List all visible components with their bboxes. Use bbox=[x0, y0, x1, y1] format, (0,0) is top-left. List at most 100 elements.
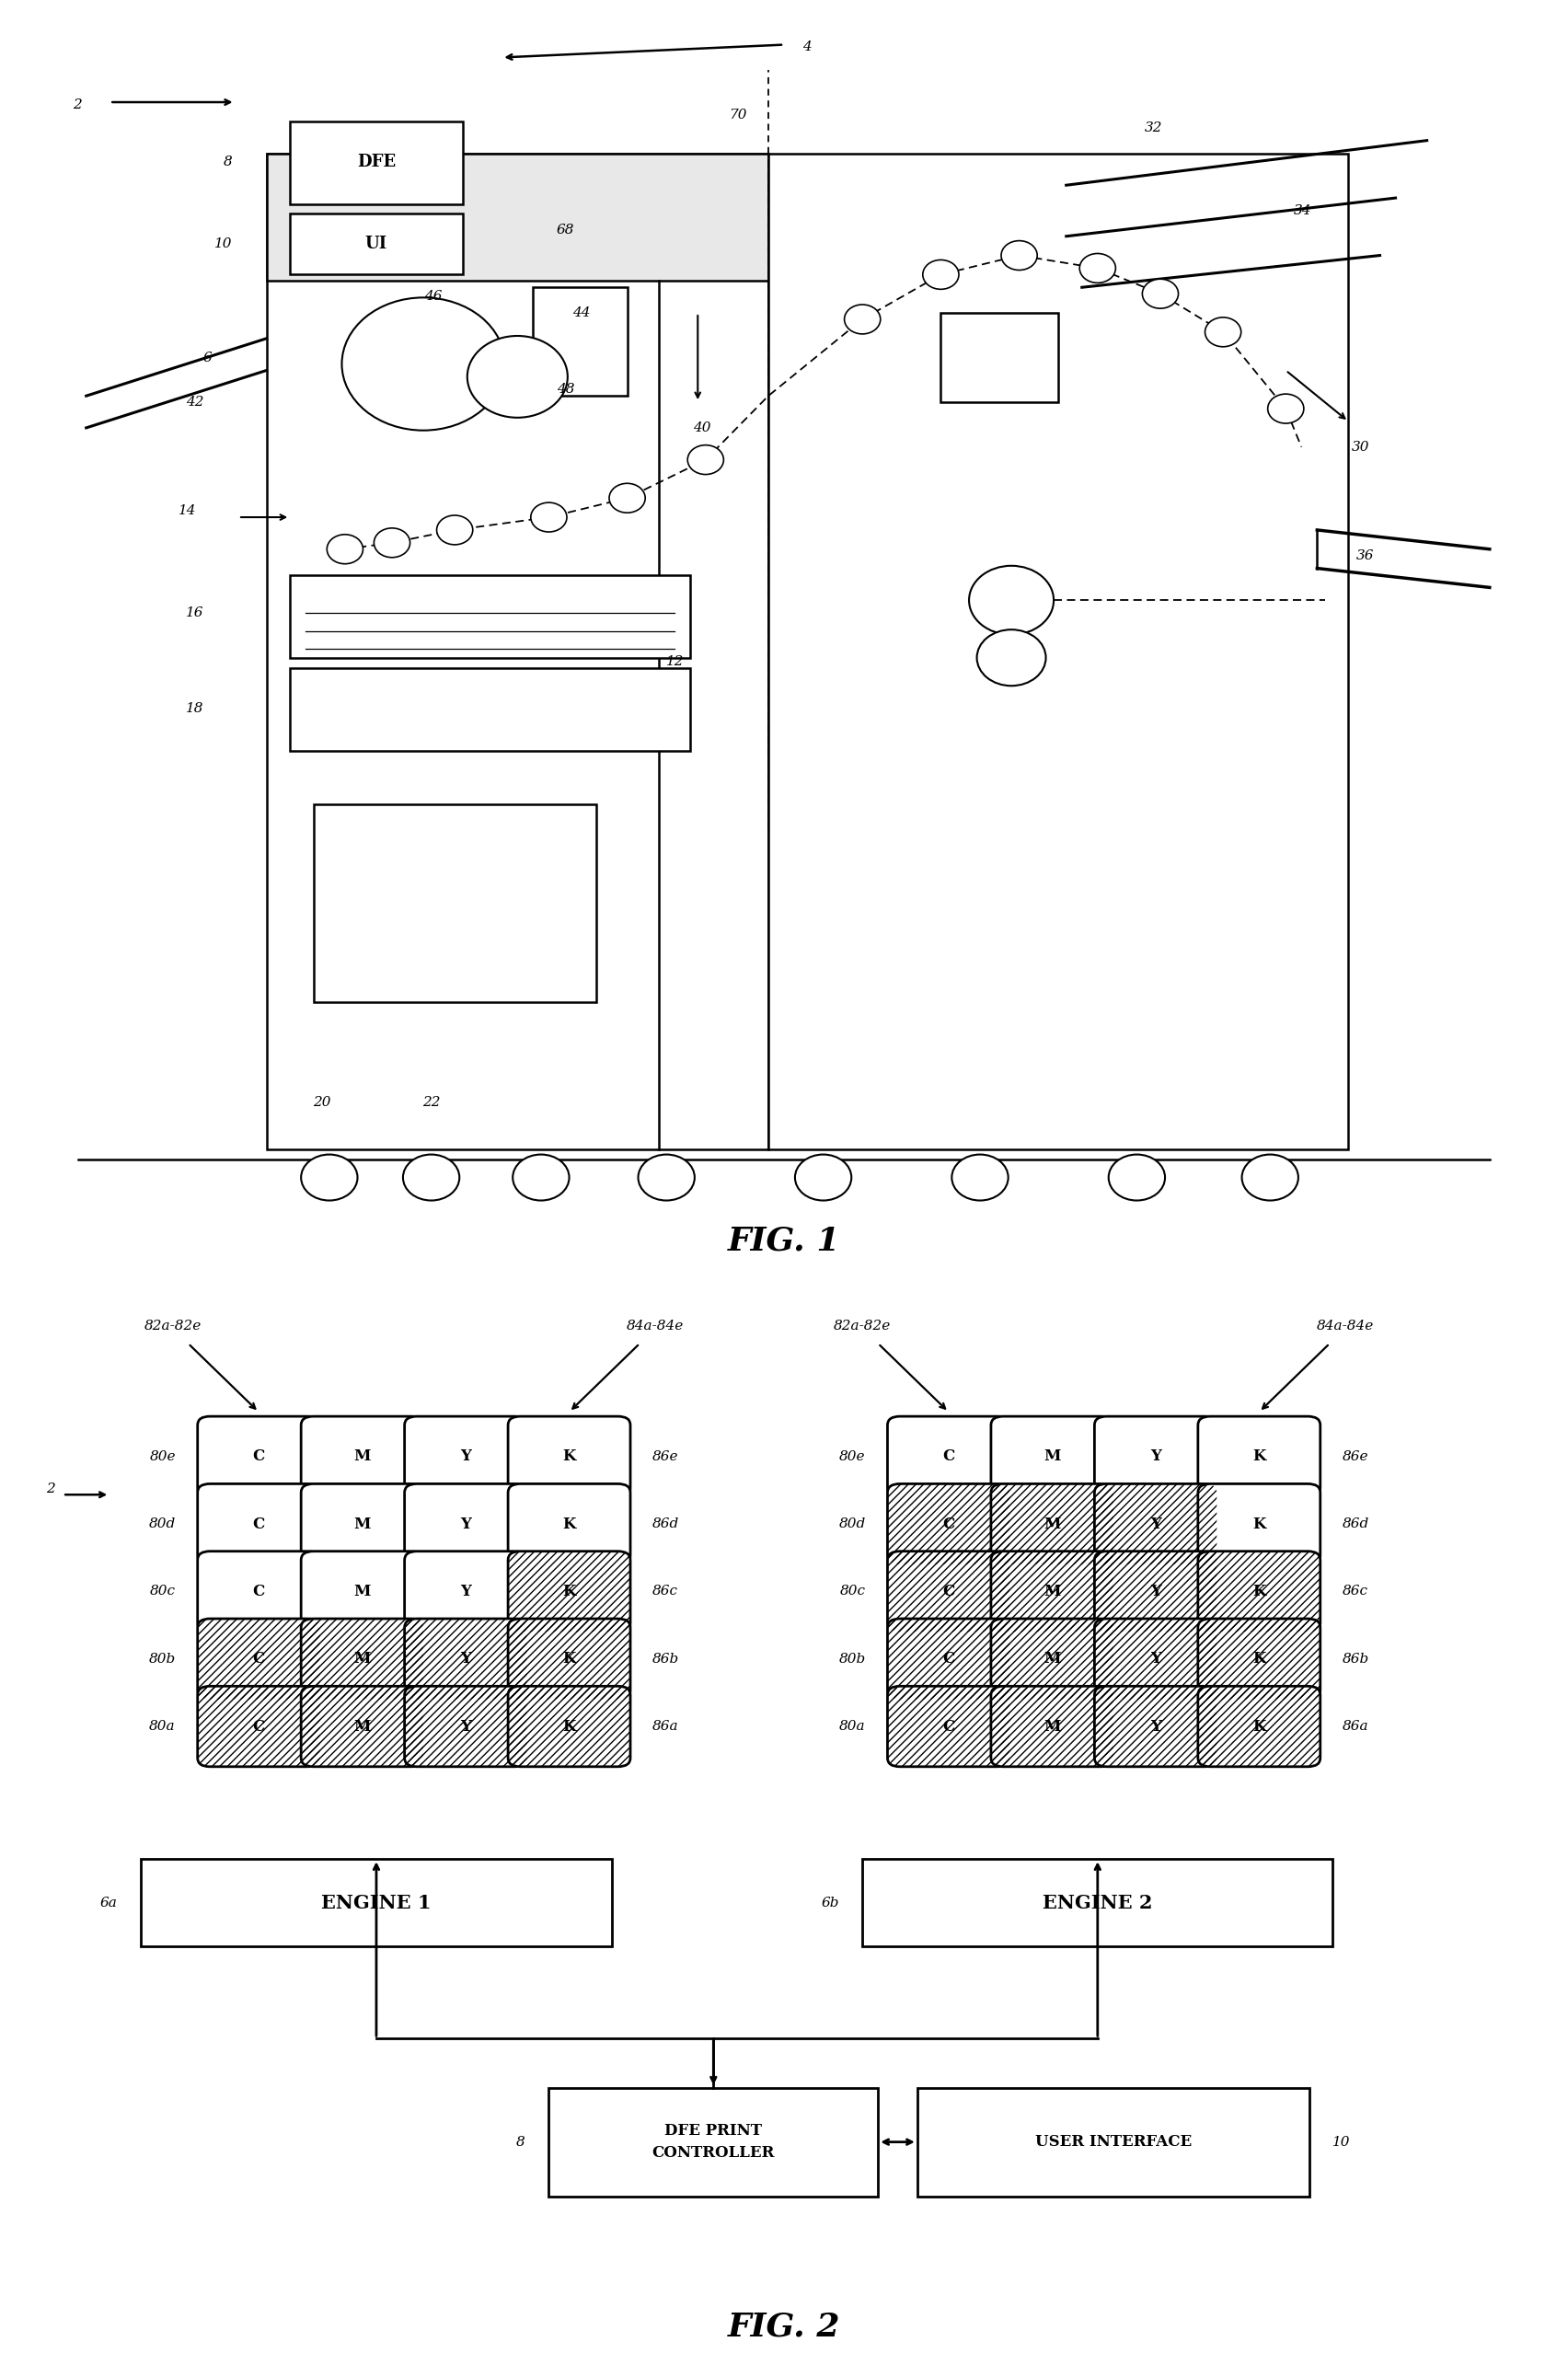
Text: M: M bbox=[1044, 1516, 1060, 1533]
FancyBboxPatch shape bbox=[405, 1417, 527, 1497]
Text: 86c: 86c bbox=[1342, 1585, 1367, 1599]
Circle shape bbox=[467, 336, 568, 419]
Text: 2: 2 bbox=[45, 1483, 55, 1495]
Text: K: K bbox=[1253, 1516, 1265, 1533]
Text: 86b: 86b bbox=[652, 1653, 679, 1665]
Text: 34: 34 bbox=[1294, 203, 1311, 218]
Bar bbox=[267, 154, 768, 281]
Text: C: C bbox=[942, 1585, 955, 1599]
FancyBboxPatch shape bbox=[508, 1686, 630, 1767]
Text: 80d: 80d bbox=[839, 1518, 866, 1530]
Circle shape bbox=[638, 1154, 695, 1201]
FancyBboxPatch shape bbox=[1198, 1417, 1320, 1497]
Circle shape bbox=[608, 482, 646, 513]
FancyBboxPatch shape bbox=[1094, 1618, 1217, 1698]
Text: C: C bbox=[942, 1719, 955, 1734]
Text: 86d: 86d bbox=[1342, 1518, 1369, 1530]
Text: 86e: 86e bbox=[652, 1450, 679, 1464]
FancyBboxPatch shape bbox=[887, 1551, 1010, 1632]
Text: ENGINE 2: ENGINE 2 bbox=[1043, 1894, 1152, 1911]
Circle shape bbox=[1109, 1154, 1165, 1201]
FancyBboxPatch shape bbox=[198, 1686, 320, 1767]
Circle shape bbox=[1142, 279, 1179, 307]
Text: Y: Y bbox=[461, 1651, 470, 1667]
Text: 82a-82e: 82a-82e bbox=[834, 1320, 891, 1331]
FancyBboxPatch shape bbox=[198, 1417, 320, 1497]
Text: 22: 22 bbox=[422, 1095, 441, 1109]
Text: 86a: 86a bbox=[1342, 1719, 1369, 1734]
Circle shape bbox=[1267, 395, 1305, 423]
Text: 80c: 80c bbox=[840, 1585, 866, 1599]
Bar bbox=[862, 1859, 1333, 1946]
Text: M: M bbox=[1044, 1651, 1060, 1667]
Text: 80e: 80e bbox=[839, 1450, 866, 1464]
Text: 46: 46 bbox=[425, 291, 442, 303]
Text: 80c: 80c bbox=[151, 1585, 176, 1599]
Text: 6a: 6a bbox=[100, 1897, 118, 1909]
Circle shape bbox=[530, 501, 568, 532]
Text: 6: 6 bbox=[202, 350, 212, 364]
FancyBboxPatch shape bbox=[991, 1417, 1113, 1497]
Text: M: M bbox=[354, 1450, 370, 1464]
Text: 36: 36 bbox=[1356, 549, 1374, 563]
FancyBboxPatch shape bbox=[991, 1686, 1113, 1767]
Bar bbox=[267, 154, 768, 1149]
Text: 32: 32 bbox=[1145, 121, 1162, 135]
Circle shape bbox=[1242, 1154, 1298, 1201]
Text: USER INTERFACE: USER INTERFACE bbox=[1035, 2133, 1192, 2150]
Text: K: K bbox=[563, 1651, 575, 1667]
Text: 84a-84e: 84a-84e bbox=[1317, 1320, 1374, 1331]
Text: 16: 16 bbox=[187, 605, 204, 620]
Circle shape bbox=[403, 1154, 459, 1201]
FancyBboxPatch shape bbox=[887, 1417, 1010, 1497]
FancyBboxPatch shape bbox=[991, 1551, 1113, 1632]
FancyBboxPatch shape bbox=[508, 1618, 630, 1698]
Text: 40: 40 bbox=[693, 421, 710, 435]
FancyBboxPatch shape bbox=[198, 1618, 320, 1698]
Text: UI: UI bbox=[365, 236, 387, 253]
Text: M: M bbox=[354, 1719, 370, 1734]
Text: C: C bbox=[252, 1516, 265, 1533]
FancyBboxPatch shape bbox=[1094, 1483, 1217, 1563]
Text: Y: Y bbox=[1151, 1516, 1160, 1533]
Text: 86a: 86a bbox=[652, 1719, 679, 1734]
Text: FIG. 1: FIG. 1 bbox=[728, 1225, 840, 1256]
Text: K: K bbox=[1253, 1719, 1265, 1734]
Text: 84a-84e: 84a-84e bbox=[627, 1320, 684, 1331]
Text: DFE PRINT
CONTROLLER: DFE PRINT CONTROLLER bbox=[652, 2124, 775, 2162]
Text: K: K bbox=[1253, 1585, 1265, 1599]
Bar bbox=[917, 2088, 1309, 2197]
Text: 10: 10 bbox=[1333, 2136, 1350, 2147]
Text: 2: 2 bbox=[72, 99, 82, 111]
Text: K: K bbox=[563, 1450, 575, 1464]
FancyBboxPatch shape bbox=[301, 1483, 423, 1563]
FancyBboxPatch shape bbox=[508, 1483, 630, 1563]
Text: M: M bbox=[354, 1585, 370, 1599]
Text: C: C bbox=[252, 1450, 265, 1464]
Text: K: K bbox=[1253, 1450, 1265, 1464]
Text: 68: 68 bbox=[557, 222, 574, 236]
Circle shape bbox=[1206, 317, 1242, 348]
Text: 80a: 80a bbox=[149, 1719, 176, 1734]
Text: ENGINE 1: ENGINE 1 bbox=[321, 1894, 431, 1911]
Circle shape bbox=[1079, 253, 1116, 284]
Bar bbox=[314, 804, 596, 1003]
Text: C: C bbox=[942, 1450, 955, 1464]
Text: 14: 14 bbox=[179, 504, 196, 518]
Text: M: M bbox=[1044, 1450, 1060, 1464]
Circle shape bbox=[301, 1154, 358, 1201]
Bar bbox=[290, 575, 690, 657]
FancyBboxPatch shape bbox=[405, 1551, 527, 1632]
Circle shape bbox=[342, 298, 505, 430]
Bar bbox=[768, 154, 1348, 1149]
Text: FIG. 2: FIG. 2 bbox=[728, 2311, 840, 2344]
Text: 18: 18 bbox=[187, 702, 204, 714]
Text: 8: 8 bbox=[223, 156, 232, 168]
Text: M: M bbox=[1044, 1719, 1060, 1734]
Text: C: C bbox=[252, 1719, 265, 1734]
Text: 80d: 80d bbox=[149, 1518, 176, 1530]
FancyBboxPatch shape bbox=[301, 1417, 423, 1497]
Text: DFE: DFE bbox=[358, 154, 395, 170]
FancyBboxPatch shape bbox=[405, 1686, 527, 1767]
Circle shape bbox=[328, 534, 364, 563]
